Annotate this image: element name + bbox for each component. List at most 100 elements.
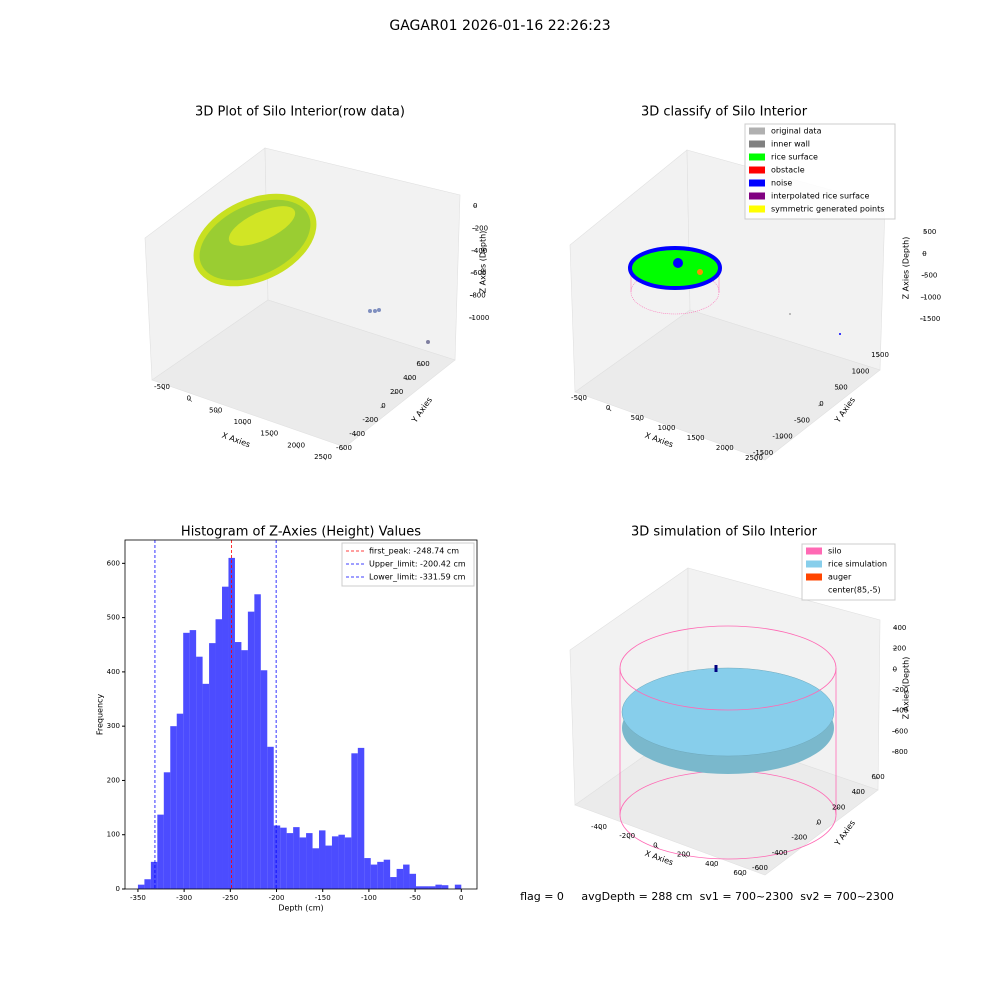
legend-label: rice surface <box>771 153 818 162</box>
y-tick-label: 1500 <box>871 351 889 359</box>
tick-mark <box>753 457 758 462</box>
tick-mark <box>269 433 273 437</box>
histogram-bar <box>441 885 449 889</box>
x-axis-label: X Axies <box>644 431 675 450</box>
tick-mark <box>739 872 744 877</box>
axes-3d-box <box>144 147 461 448</box>
histogram-bar <box>383 859 391 889</box>
x-tick-label: 2000 <box>287 441 305 449</box>
tick-mark <box>655 845 659 849</box>
y-tick-label: 600 <box>107 559 120 567</box>
histogram-bar <box>435 884 442 889</box>
y-tick-label: 400 <box>107 668 120 676</box>
histogram-bar <box>189 630 197 889</box>
tick-mark <box>161 386 166 391</box>
tick-mark <box>626 835 631 840</box>
histogram-bar <box>428 886 436 889</box>
z-tick-label: 200 <box>893 645 906 653</box>
z-tick-label: -200 <box>893 686 909 694</box>
histogram-bar <box>267 746 274 889</box>
histogram-bar <box>416 886 423 889</box>
histogram-bar <box>273 825 281 889</box>
z-tick-label: -1000 <box>921 293 941 301</box>
y-tick-label: 200 <box>832 803 845 811</box>
z-tick-label: -500 <box>922 272 938 280</box>
legend-label: symmetric generated points <box>771 205 884 214</box>
x-tick-label: 0 <box>606 404 610 412</box>
plot-frame <box>124 539 478 890</box>
chart-title: 3D classify of Silo Interior <box>641 105 808 120</box>
histogram-bar <box>286 833 294 889</box>
x-tick-label: 0 <box>653 841 657 849</box>
x-tick-label: -200 <box>619 832 635 840</box>
legend-swatch <box>749 166 765 174</box>
histogram-bar <box>390 877 397 889</box>
tick-mark <box>779 436 783 439</box>
tick-mark <box>756 867 761 871</box>
tick-mark <box>683 854 687 858</box>
histogram-bar <box>370 864 378 889</box>
histogram-bar <box>228 557 235 889</box>
histogram-bar <box>454 884 462 889</box>
x-tick-label: -350 <box>130 894 146 902</box>
x-tick-label: -500 <box>154 383 170 391</box>
z-tick-label: -600 <box>892 727 908 735</box>
legend-label: interpolated rice surface <box>771 192 869 201</box>
chart-title: Histogram of Z-Axies (Height) Values <box>181 525 421 540</box>
histogram-bar <box>234 642 242 889</box>
legend-label: first_peak: -248.74 cm <box>369 547 459 556</box>
tick-mark <box>857 371 861 374</box>
tick-mark <box>406 377 410 381</box>
histogram-bar <box>338 834 345 889</box>
z-tick-label: -1500 <box>920 315 940 323</box>
legend-label: Upper_limit: -200.42 cm <box>369 560 466 569</box>
legend-swatch <box>806 573 822 581</box>
axes-3d-box <box>569 567 881 876</box>
legend-swatch <box>749 205 765 213</box>
legend-label: inner wall <box>771 140 810 149</box>
histogram-bar <box>325 845 332 889</box>
y-tick-label: 0 <box>381 402 385 410</box>
tick-mark <box>598 826 603 831</box>
tick-mark <box>295 445 300 449</box>
x-tick-label: 500 <box>209 406 222 414</box>
histogram-bar <box>403 864 410 889</box>
histogram-bar <box>254 594 261 889</box>
histogram-bar <box>377 861 384 889</box>
z-tick-label: -1000 <box>469 314 489 322</box>
legend-label: center(85,-5) <box>828 586 881 595</box>
z-tick-label: -400 <box>471 247 487 255</box>
z-tick-label: 0 <box>893 665 897 673</box>
z-axis-label: Z Axies (Depth) <box>479 231 488 294</box>
x-tick-label: -500 <box>571 394 587 402</box>
histogram-bar <box>293 827 300 889</box>
tick-mark <box>354 433 358 437</box>
histogram-bar <box>280 827 287 889</box>
x-tick-label: 0 <box>459 894 463 902</box>
y-tick-label: 400 <box>403 374 416 382</box>
legend-label: noise <box>771 179 792 188</box>
y-tick-label: 600 <box>871 773 884 781</box>
tick-mark <box>607 407 612 412</box>
x-tick-label: -150 <box>315 894 331 902</box>
x-tick-label: -250 <box>222 894 238 902</box>
y-tick-label: 0 <box>817 819 821 827</box>
y-tick-label: -200 <box>362 416 378 424</box>
tick-mark <box>367 419 371 423</box>
legend-label: Lower_limit: -331.59 cm <box>369 573 466 582</box>
histogram-bar <box>157 814 164 889</box>
legend-swatch <box>749 127 765 135</box>
histogram-bar <box>209 643 216 889</box>
histogram-bar <box>306 833 313 889</box>
y-tick-label: -1000 <box>772 433 792 441</box>
chart-title: 3D Plot of Silo Interior(row data) <box>195 105 405 120</box>
chart-title: 3D simulation of Silo Interior <box>631 525 818 540</box>
histogram-bar <box>396 868 404 889</box>
x-tick-label: 1500 <box>687 434 705 442</box>
histogram-bar <box>344 837 352 889</box>
y-tick-label: 300 <box>107 722 120 730</box>
tick-mark <box>815 822 820 825</box>
legend-swatch <box>749 153 765 161</box>
z-tick-label: -400 <box>892 707 908 715</box>
histogram-bar <box>144 879 151 889</box>
